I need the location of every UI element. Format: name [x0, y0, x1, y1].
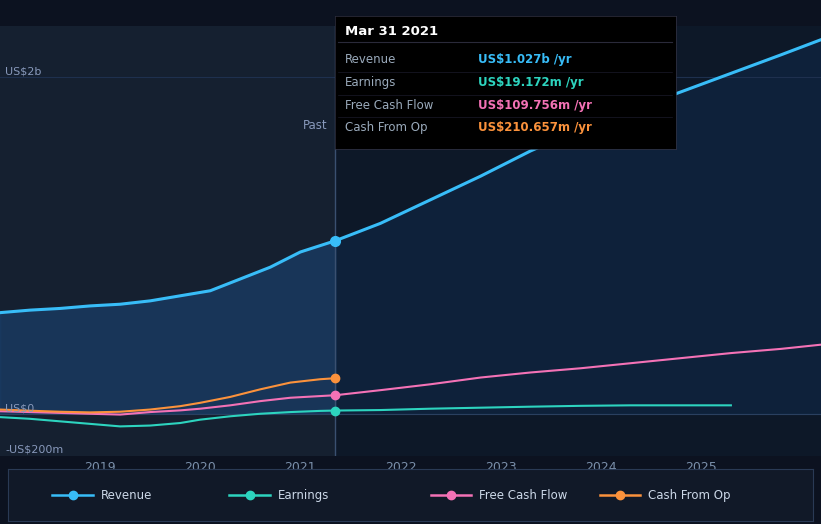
Text: US$19.172m /yr: US$19.172m /yr	[478, 76, 584, 89]
Text: US$0: US$0	[5, 404, 34, 414]
Text: Revenue: Revenue	[345, 53, 397, 67]
Text: Free Cash Flow: Free Cash Flow	[479, 489, 567, 501]
Text: Revenue: Revenue	[101, 489, 152, 501]
Text: Cash From Op: Cash From Op	[345, 122, 428, 135]
Text: Free Cash Flow: Free Cash Flow	[345, 99, 433, 112]
Text: Analysts Forecasts: Analysts Forecasts	[343, 119, 453, 132]
Bar	[336, 26, 821, 456]
Text: US$210.657m /yr: US$210.657m /yr	[478, 122, 592, 135]
Text: Past: Past	[303, 119, 328, 132]
Text: Cash From Op: Cash From Op	[648, 489, 731, 501]
Bar	[0, 26, 336, 456]
Text: Mar 31 2021: Mar 31 2021	[345, 25, 438, 38]
Text: US$2b: US$2b	[5, 67, 41, 77]
Text: US$109.756m /yr: US$109.756m /yr	[478, 99, 592, 112]
Text: -US$200m: -US$200m	[5, 444, 63, 454]
Text: Earnings: Earnings	[277, 489, 329, 501]
Text: Earnings: Earnings	[345, 76, 397, 89]
Text: US$1.027b /yr: US$1.027b /yr	[478, 53, 571, 67]
